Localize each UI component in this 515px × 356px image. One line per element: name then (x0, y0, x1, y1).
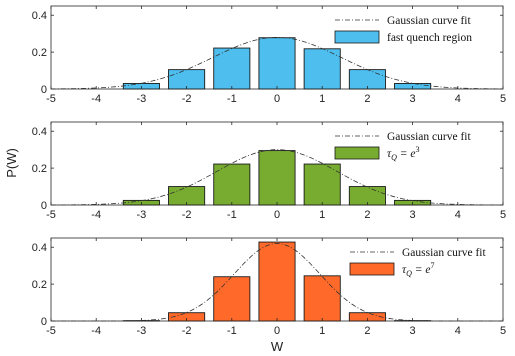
bar (258, 241, 296, 322)
bar (303, 48, 341, 90)
x-tick-label: -1 (227, 209, 237, 221)
x-tick-label: 3 (410, 93, 416, 105)
panels: -5 -4 -3 -2 -1 0 1 2 3 4 5 0 0.2 0.4 Gaussian curve fi… (32, 5, 506, 337)
x-tick-label: -1 (227, 325, 237, 337)
legend-bar-label: τQ = e3 (387, 145, 420, 162)
x-tick-label: 1 (319, 325, 325, 337)
x-tick-label: 1 (319, 209, 325, 221)
x-tick-label: -4 (91, 93, 101, 105)
bar (303, 163, 341, 206)
panel-3: -5 -4 -3 -2 -1 0 1 2 3 4 5 0 0.2 0.4 Gaussian curve fi… (32, 237, 506, 337)
x-tick-label: 3 (410, 209, 416, 221)
bar (213, 163, 251, 206)
legend-bar-label: fast quench region (387, 32, 472, 44)
legend-line-label: Gaussian curve fit (387, 15, 471, 27)
panel-1: -5 -4 -3 -2 -1 0 1 2 3 4 5 0 0.2 0.4 Gaussian curve fi… (32, 5, 506, 105)
x-tick-label: 2 (364, 93, 370, 105)
x-tick-label: 2 (364, 325, 370, 337)
x-axis-label: W (271, 339, 284, 354)
legend-line-label: Gaussian curve fit (387, 131, 471, 143)
x-tick-label: 5 (500, 93, 506, 105)
x-tick-label: 3 (410, 325, 416, 337)
y-tick-label: 0.2 (32, 47, 47, 59)
x-tick-label: -4 (91, 325, 101, 337)
bar (258, 37, 296, 90)
legend-bar-label: τQ = e7 (402, 261, 435, 278)
x-tick-label: -3 (137, 209, 147, 221)
bar (213, 47, 251, 90)
y-tick-label: 0.4 (32, 242, 47, 254)
x-tick-label: -5 (46, 325, 56, 337)
x-tick-label: -5 (46, 93, 56, 105)
x-tick-label: 4 (455, 325, 461, 337)
x-tick-label: -5 (46, 209, 56, 221)
y-tick-label: 0.2 (32, 279, 47, 291)
bar (258, 150, 296, 206)
y-tick-label: 0.4 (32, 10, 47, 22)
x-tick-label: 4 (455, 209, 461, 221)
x-tick-label: -2 (182, 93, 192, 105)
gaussian-fit-line (51, 243, 503, 322)
legend: Gaussian curve fit τQ = e7 (349, 247, 486, 278)
x-tick-label: -2 (182, 325, 192, 337)
x-tick-label: 0 (274, 325, 280, 337)
y-tick-label: 0 (41, 200, 47, 212)
x-tick-label: 5 (500, 325, 506, 337)
y-axis-label: P(W) (4, 148, 19, 178)
x-tick-label: -1 (227, 93, 237, 105)
x-tick-label: 1 (319, 93, 325, 105)
legend-bar-swatch (349, 262, 395, 276)
legend-bar-swatch (334, 146, 380, 160)
y-tick-label: 0.4 (32, 126, 47, 138)
y-tick-label: 0 (41, 84, 47, 96)
x-tick-label: 4 (455, 93, 461, 105)
bar (213, 276, 251, 322)
x-tick-label: -4 (91, 209, 101, 221)
legend: Gaussian curve fit fast quench region (334, 15, 472, 44)
x-tick-label: 0 (274, 93, 280, 105)
panel-2: -5 -4 -3 -2 -1 0 1 2 3 4 5 0 0.2 0.4 Gaussian curve fi… (32, 121, 506, 221)
bar (303, 275, 341, 322)
gaussian-fit-line (50, 36, 504, 90)
x-tick-label: 0 (274, 209, 280, 221)
x-tick-label: 5 (500, 209, 506, 221)
legend-bar-swatch (334, 30, 380, 44)
y-tick-label: 0 (41, 316, 47, 328)
x-tick-label: -2 (182, 209, 192, 221)
x-tick-label: 2 (364, 209, 370, 221)
x-tick-label: -3 (137, 93, 147, 105)
legend-line-label: Gaussian curve fit (402, 247, 486, 259)
y-tick-label: 0.2 (32, 163, 47, 175)
legend: Gaussian curve fit τQ = e3 (334, 131, 471, 162)
x-tick-label: -3 (137, 325, 147, 337)
